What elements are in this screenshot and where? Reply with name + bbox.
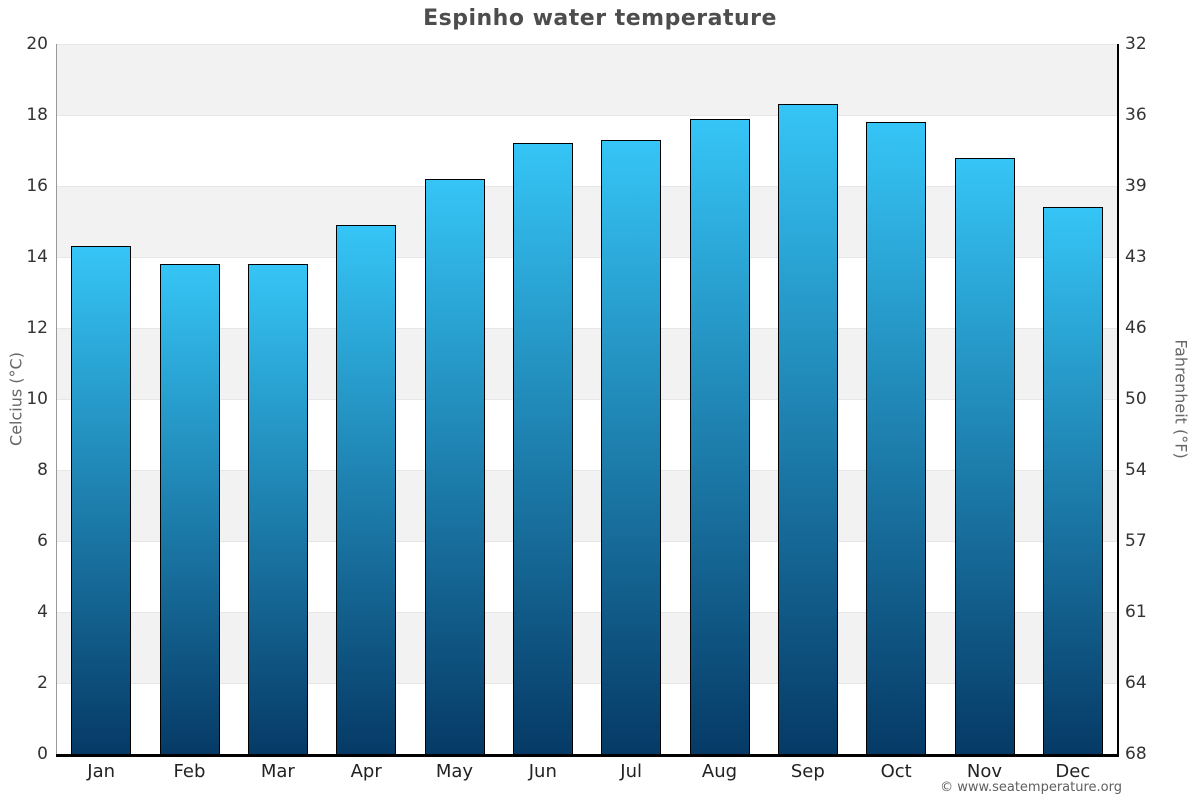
plot-band [57, 186, 1117, 257]
x-tick-label-may: May [435, 761, 474, 782]
bar-dec[interactable] [1042, 207, 1103, 754]
gridline [57, 185, 1117, 187]
left-tick-label: 20 [26, 34, 48, 54]
bar-may[interactable] [424, 178, 485, 754]
bar-jul[interactable] [601, 139, 662, 754]
right-tick-label: 54 [1125, 460, 1147, 480]
right-tick-label: 36 [1125, 105, 1147, 125]
left-tick-label: 0 [37, 744, 48, 764]
gridline [57, 43, 1117, 45]
plot-band [57, 328, 1117, 399]
bottom-axis-line [56, 754, 1117, 757]
right-tick-label: 57 [1125, 531, 1147, 551]
x-tick-label-oct: Oct [880, 761, 912, 782]
left-tick-label: 2 [37, 673, 48, 693]
bar-mar[interactable] [247, 264, 308, 754]
gridline [57, 469, 1117, 471]
x-tick-label-sep: Sep [790, 761, 825, 782]
gridline [57, 682, 1117, 684]
right-axis-title: Fahrenheit (°F) [1171, 339, 1191, 459]
left-tick-label: 12 [26, 318, 48, 338]
left-tick-label: 16 [26, 176, 48, 196]
gridline [57, 114, 1117, 116]
x-tick-label-jun: Jun [528, 761, 557, 782]
left-tick-label: 4 [37, 602, 48, 622]
bar-oct[interactable] [866, 122, 927, 754]
x-tick-label-jan: Jan [87, 761, 116, 782]
x-tick-label-apr: Apr [350, 761, 382, 782]
plot-band [57, 612, 1117, 683]
chart-title: Espinho water temperature [423, 6, 777, 31]
right-tick-label: 39 [1125, 176, 1147, 196]
left-tick-label: 18 [26, 105, 48, 125]
plot-area [57, 43, 1117, 755]
bar-apr[interactable] [336, 225, 397, 754]
left-tick-label: 14 [26, 247, 48, 267]
x-tick-label-jul: Jul [620, 761, 643, 782]
right-axis-line [1117, 44, 1119, 757]
right-tick-label: 61 [1125, 602, 1147, 622]
bar-jun[interactable] [512, 143, 573, 754]
bar-jan[interactable] [71, 246, 132, 754]
gridline [57, 256, 1117, 258]
plot-band [57, 44, 1117, 115]
left-tick-label: 6 [37, 531, 48, 551]
gridline [57, 327, 1117, 329]
gridline [57, 540, 1117, 542]
bar-sep[interactable] [777, 104, 838, 754]
right-tick-label: 50 [1125, 389, 1147, 409]
x-tick-label-nov: Nov [966, 761, 1003, 782]
right-tick-label: 46 [1125, 318, 1147, 338]
bar-aug[interactable] [689, 118, 750, 754]
x-tick-label-aug: Aug [701, 761, 738, 782]
copyright-notice: © www.seatemperature.org [940, 780, 1122, 795]
right-tick-label: 68 [1125, 744, 1147, 764]
left-tick-label: 8 [37, 460, 48, 480]
left-axis-line [56, 44, 57, 754]
right-tick-label: 43 [1125, 247, 1147, 267]
left-tick-label: 10 [26, 389, 48, 409]
x-tick-label-mar: Mar [260, 761, 295, 782]
x-tick-label-dec: Dec [1055, 761, 1091, 782]
bar-nov[interactable] [954, 157, 1015, 754]
right-tick-label: 64 [1125, 673, 1147, 693]
x-tick-label-feb: Feb [173, 761, 206, 782]
gridline [57, 398, 1117, 400]
gridline [57, 611, 1117, 613]
right-tick-label: 32 [1125, 34, 1147, 54]
plot-band [57, 470, 1117, 541]
bar-feb[interactable] [159, 264, 220, 754]
